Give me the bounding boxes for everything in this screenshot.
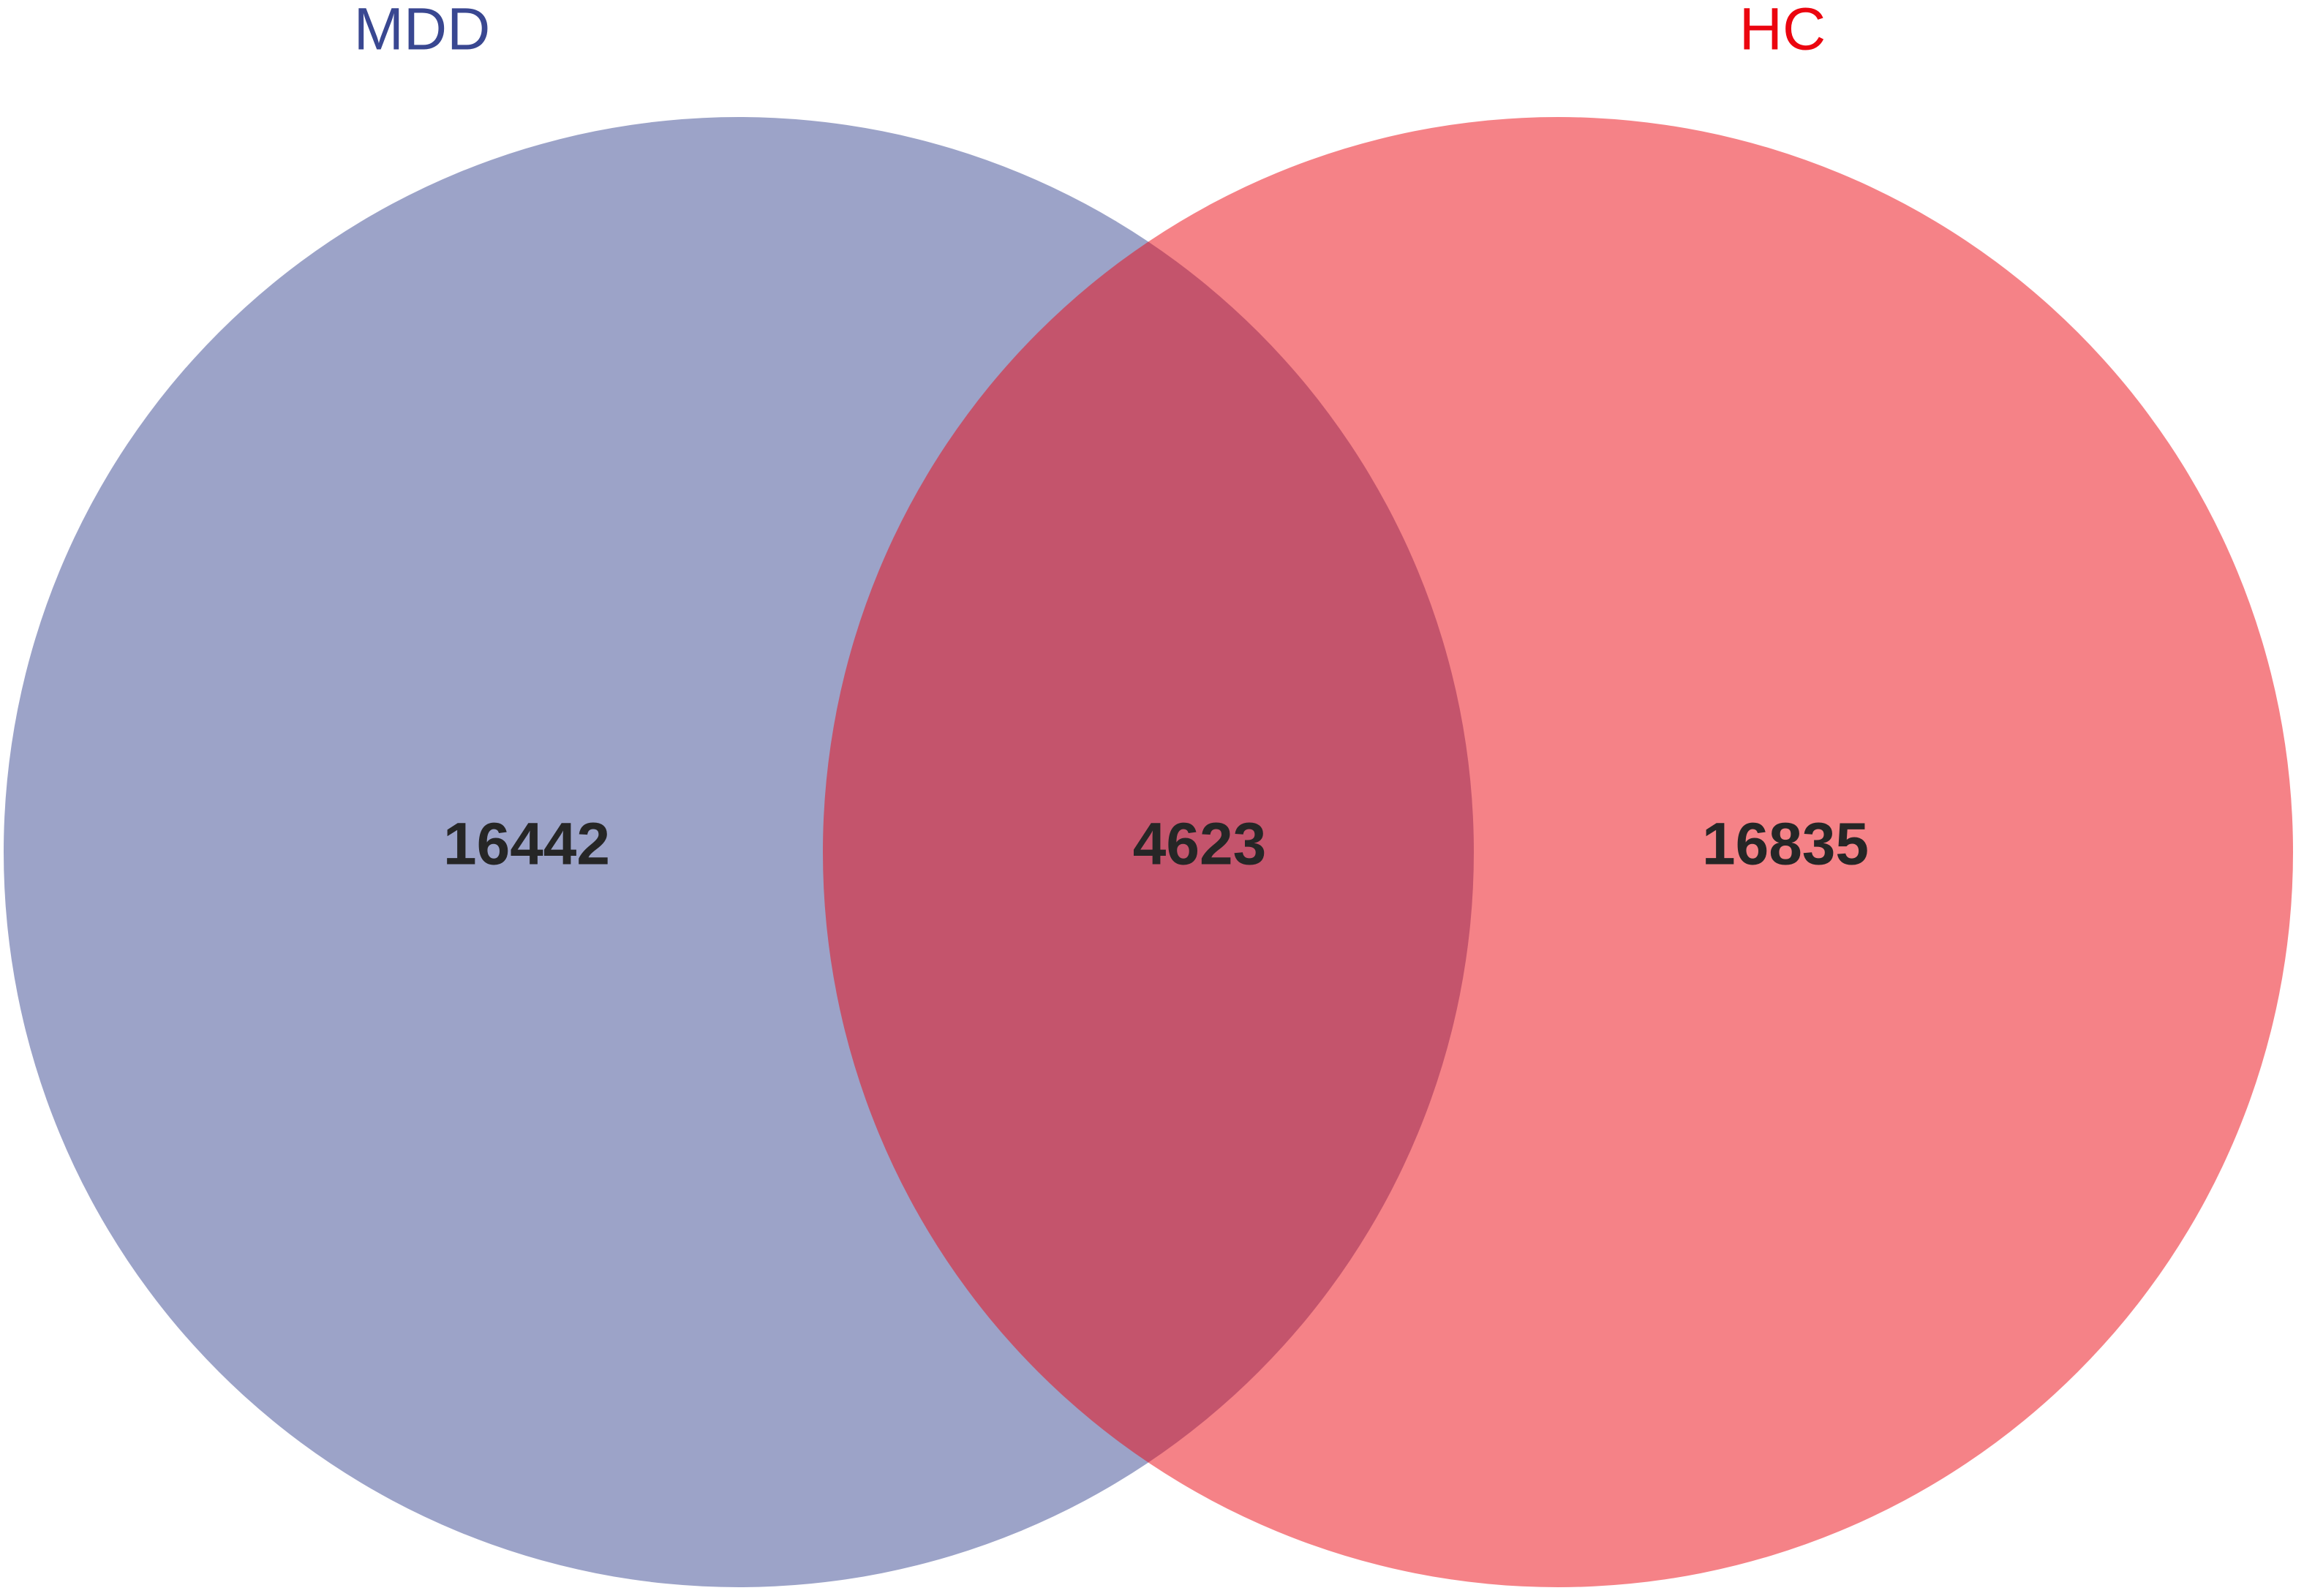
region-count: 4623 <box>1133 811 1266 878</box>
region-count: 16835 <box>1702 811 1869 878</box>
region-count: 16442 <box>443 811 610 878</box>
set-label: HC <box>1739 0 1826 63</box>
set-circle <box>823 117 2293 1587</box>
set-label: MDD <box>354 0 491 63</box>
